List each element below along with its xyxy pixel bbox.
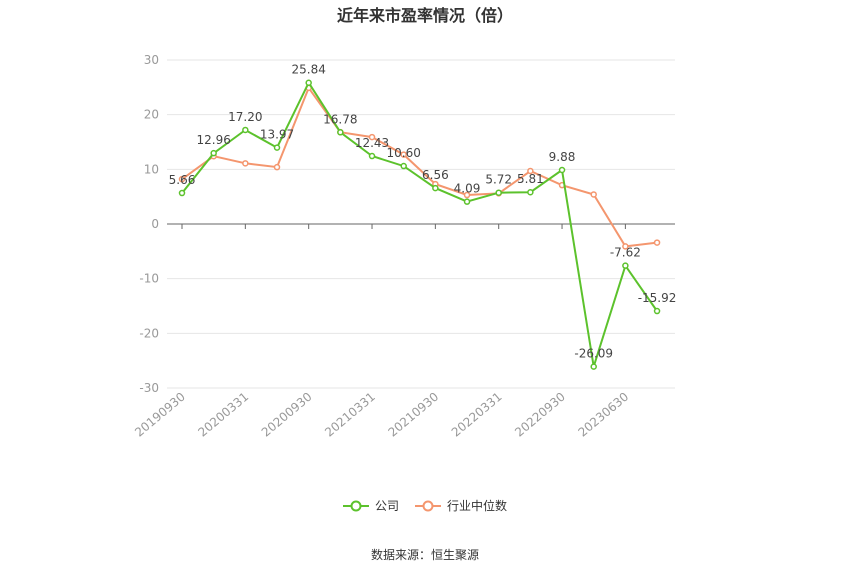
legend-item-company[interactable]: 公司 (342, 497, 399, 514)
point-company (178, 189, 186, 197)
point-company (210, 149, 217, 157)
x-tick-label: 20200331 (195, 390, 251, 440)
legend-swatch-industry-median (415, 500, 441, 511)
point-company (558, 166, 566, 174)
point-industry-median (622, 243, 629, 250)
legend-swatch-company (342, 500, 369, 511)
x-tick-label: 20200930 (259, 390, 315, 440)
x-tick-label: 20190930 (132, 390, 188, 440)
chart-title: 近年来市盈率情况（倍） (336, 6, 513, 25)
y-tick-label: 10 (144, 162, 159, 176)
series-lines (178, 79, 661, 370)
x-tick-label: 20220331 (449, 390, 505, 440)
point-industry-median (242, 160, 249, 167)
point-company (305, 79, 312, 86)
source-note: 数据来源：恒生聚源 (370, 548, 479, 562)
y-tick-label: -20 (139, 326, 159, 340)
point-company (432, 184, 439, 192)
point-industry-median (400, 151, 407, 158)
point-industry-median (273, 163, 281, 171)
point-company (337, 129, 344, 136)
data-label-company: 12.96 (196, 133, 230, 147)
data-label-company: 13.97 (260, 128, 294, 142)
point-company (653, 307, 661, 315)
point-company (273, 144, 281, 151)
point-company (622, 262, 629, 269)
data-label-company: -26.09 (574, 347, 613, 361)
data-label-company: 10.60 (387, 146, 421, 160)
point-company (368, 152, 376, 160)
y-tick-label: 20 (144, 108, 159, 122)
x-tick-label: 20210331 (322, 390, 378, 440)
data-label-company: 4.09 (454, 182, 481, 196)
point-industry-median (178, 175, 186, 183)
data-label-company: -7.62 (610, 246, 641, 260)
data-label-company: 17.20 (228, 110, 262, 124)
point-industry-median (590, 191, 597, 198)
x-tick-label: 20210930 (386, 390, 442, 440)
point-company (590, 363, 597, 370)
y-tick-label: -10 (139, 272, 159, 286)
data-label-company: -15.92 (638, 291, 677, 305)
data-label-company: 16.78 (323, 112, 357, 126)
legend-item-industry-median[interactable]: 行业中位数 (415, 497, 507, 514)
data-label-company: 5.81 (517, 172, 544, 186)
series-line-industry-median (181, 85, 658, 248)
point-company (463, 198, 471, 205)
data-label-company: 5.72 (485, 173, 512, 187)
point-company (527, 188, 534, 196)
y-tick-label: -30 (139, 381, 159, 395)
point-industry-median (463, 191, 471, 199)
series-line-company (181, 80, 658, 367)
legend: 公司 行业中位数 (0, 497, 850, 514)
legend-label-industry-median: 行业中位数 (447, 499, 508, 513)
y-tick-label: 30 (144, 53, 159, 67)
point-company (400, 162, 407, 170)
data-labels: 5.66 12.96 17.20 13.97 25.84 16.78 12.4310.606… (169, 63, 677, 361)
y-tick-label: 0 (151, 217, 159, 231)
data-label-company: 25.84 (292, 63, 326, 77)
x-tick-label: 20220930 (512, 390, 568, 440)
data-label-company: 5.66 (169, 173, 196, 187)
point-industry-median (527, 167, 534, 175)
data-label-company: 12.43 (355, 136, 389, 150)
point-company (242, 126, 249, 134)
point-industry-median (653, 239, 661, 246)
point-industry-median (368, 133, 376, 141)
grid-lines (167, 59, 675, 389)
data-label-company: 9.88 (549, 150, 576, 164)
legend-label-company: 公司 (374, 499, 399, 513)
point-company (495, 189, 502, 196)
x-tick-label: 20230630 (576, 390, 632, 440)
data-label-company: 6.56 (422, 168, 449, 182)
